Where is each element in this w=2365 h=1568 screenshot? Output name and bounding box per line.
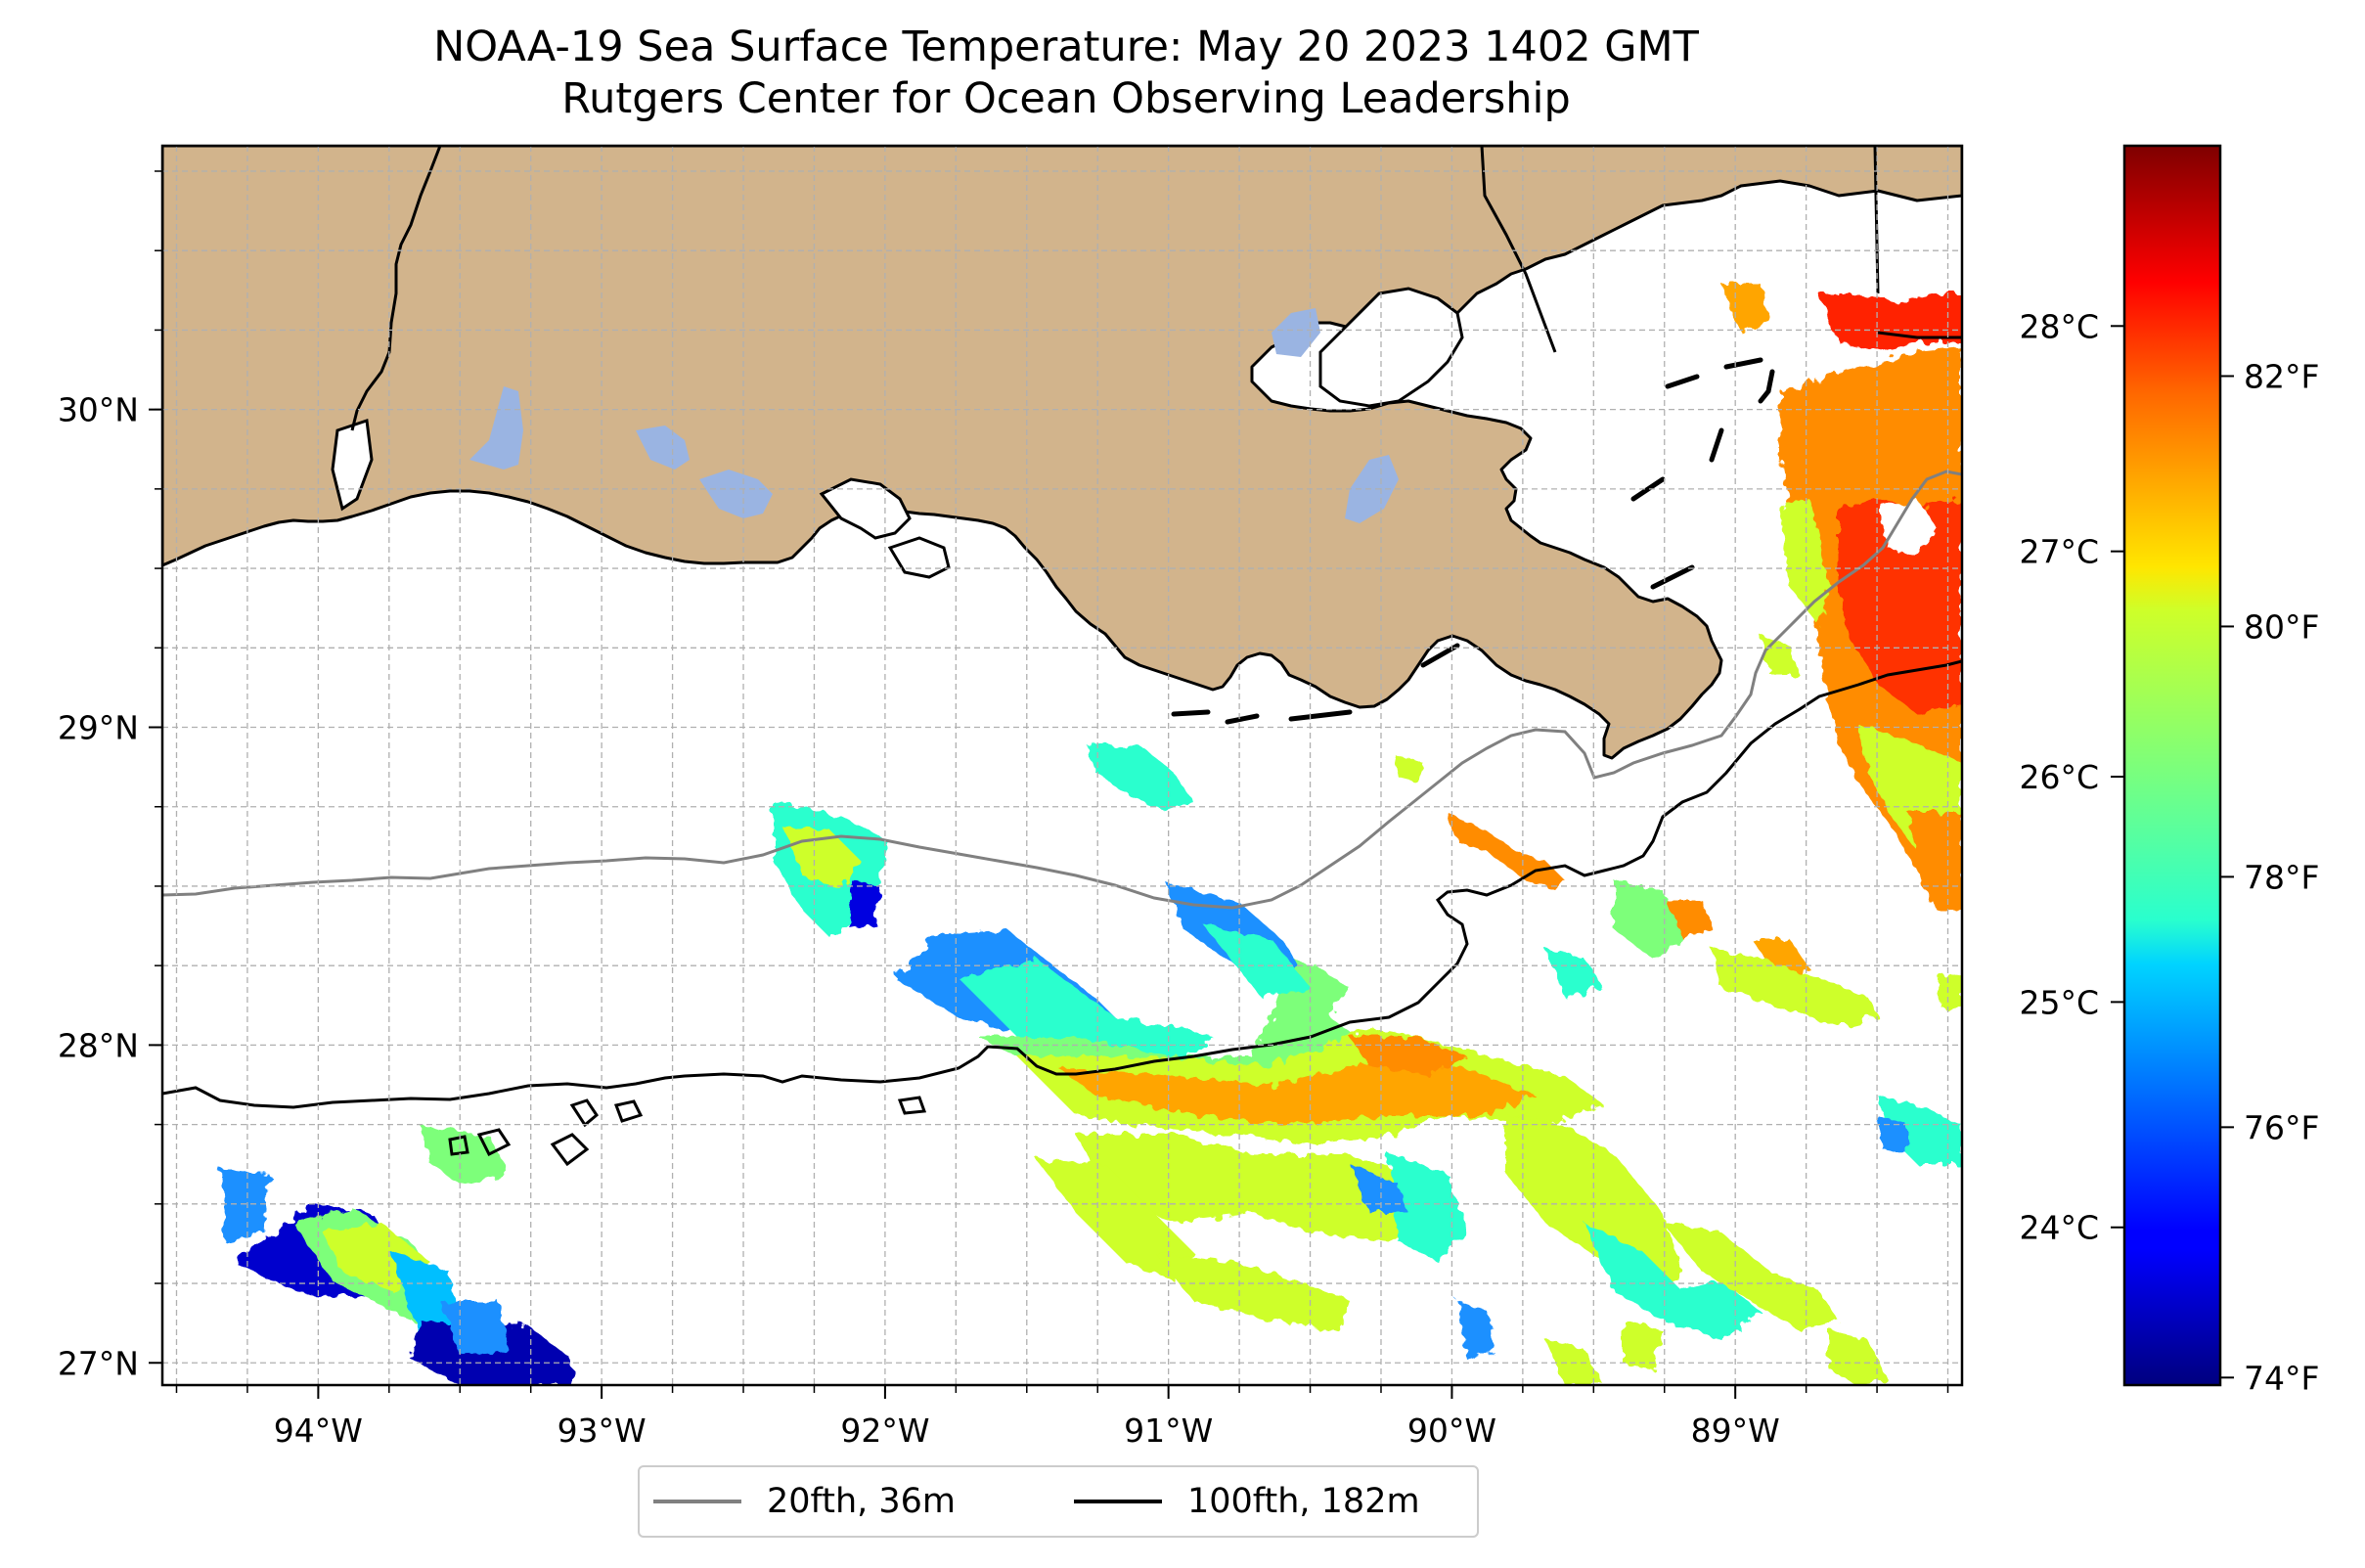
tick-label-lon: 94°W [274,1411,363,1450]
tick-label-lat: 30°N [58,391,139,429]
legend-swatch-100fth [1074,1500,1162,1503]
sst-patch [1751,939,1809,978]
sst-patch [1394,753,1423,783]
island [1630,476,1666,502]
sst-patch [1545,949,1604,998]
inland-lake [1272,308,1320,357]
colorbar-gradient [2122,144,2222,1387]
colorbar-label-c: 26°C [2019,758,2099,796]
colorbar-label-c: 24°C [2019,1209,2099,1247]
colorbar-label-c: 27°C [2019,533,2099,571]
sst-patch [1829,1330,1888,1385]
sst-patch [1780,499,1829,626]
lake-calcasieu [331,418,374,512]
tick-label-lon: 91°W [1124,1411,1213,1450]
islet [897,1096,927,1115]
inland-lake [1345,455,1399,523]
legend: 20fth, 36m 100fth, 182m [638,1465,1479,1538]
tick-label-lon: 92°W [840,1411,929,1450]
sst-patch [959,959,1213,1066]
island [1650,564,1695,590]
sst-patch [1154,1252,1350,1330]
sst-patch [421,1125,509,1184]
island [1171,709,1211,717]
islet [550,1133,590,1167]
sst-patch [391,1252,460,1340]
colorbar: 24°C 25°C 26°C 27°C 28°C 74°F 76°F 78°F 80°F 82°F [2019,144,2319,1397]
colorbar-label-c: 25°C [2019,983,2099,1021]
sst-patch [1614,880,1682,959]
islet [569,1098,599,1128]
legend-item-20fth: 20fth, 36m [653,1467,956,1536]
tick-label-lat: 29°N [58,709,139,747]
map-axes: 94°W 93°W 92°W 91°W 90°W 89°W 27°N 28°N 29°N 30°N [58,170,1949,1450]
tick-label-lat: 27°N [58,1344,139,1382]
title-line-1: NOAA-19 Sea Surface Temperature: May 20 … [433,22,1699,71]
sst-patch [440,1301,509,1355]
tick-label-lon: 89°W [1691,1411,1780,1450]
sst-patch [1712,949,1878,1027]
sst-patch [1721,284,1770,333]
colorbar-label-c: 28°C [2019,307,2099,345]
tick-label-lat: 28°N [58,1026,139,1064]
barrier-islands [1171,357,1775,725]
islet [613,1099,644,1123]
island [1288,709,1353,722]
legend-label-20fth: 20fth, 36m [767,1482,957,1521]
contour-20fth [162,470,1962,910]
island [1758,369,1775,404]
sst-patch [1389,1154,1467,1262]
sst-patch [1203,924,1311,998]
coast-ms [1877,331,1962,339]
land [162,146,1962,760]
sst-patch [1350,1164,1408,1213]
colorbar-label-f: 76°F [2244,1108,2319,1146]
sst-patch [1624,1321,1663,1369]
colorbar-label-f: 78°F [2244,858,2319,896]
sst-patch [1663,900,1712,939]
tick-label-lon: 90°W [1407,1411,1496,1450]
map-frame [160,144,1964,1387]
sst-patch [851,880,880,929]
island [1225,713,1260,725]
sst-patch [1839,499,1962,714]
state-border-west [350,146,442,431]
colorbar-ticks: 24°C 25°C 26°C 27°C 28°C 74°F 76°F 78°F 80°F 82°F [2019,307,2319,1397]
legend-label-100fth: 100fth, 182m [1187,1482,1420,1521]
contour-100fth [162,659,1962,1109]
gridlines [162,146,1962,1385]
lake-pontchartrain [1318,287,1464,408]
sst-patch [1878,499,1937,558]
inland-lake [699,470,773,518]
legend-item-100fth: 100fth, 182m [1074,1467,1420,1536]
tick-label-lon: 93°W [558,1411,647,1450]
colorbar-label-f: 80°F [2244,607,2319,646]
sst-patch [1584,1223,1761,1340]
sst-patch [1878,1096,1962,1164]
sst-patch [1086,743,1193,812]
sst-patch [1937,973,1962,1008]
islet [476,1128,512,1157]
colorbar-label-f: 82°F [2244,357,2319,395]
island [1709,427,1724,463]
bay-vermilion [819,477,912,540]
title-line-2: Rutgers Center for Ocean Observing Leade… [561,74,1571,123]
legend-swatch-20fth [653,1500,741,1503]
bay-atchafalaya [887,536,951,579]
inland-lake [469,386,523,470]
sst-patch [1663,1223,1839,1330]
inland-lake [636,426,690,470]
sst-patch [1350,1037,1467,1076]
sst-patch [1037,1159,1193,1281]
sst-patch [220,1169,269,1242]
sst-patch [1457,1301,1496,1360]
island [1723,357,1763,370]
colorbar-label-f: 74°F [2244,1359,2319,1397]
state-border-ms [1480,146,1557,353]
sst-patch [411,1321,572,1385]
island [1665,374,1700,389]
contour-islets [448,1096,927,1167]
map-title: NOAA-19 Sea Surface Temperature: May 20 … [0,22,2132,125]
